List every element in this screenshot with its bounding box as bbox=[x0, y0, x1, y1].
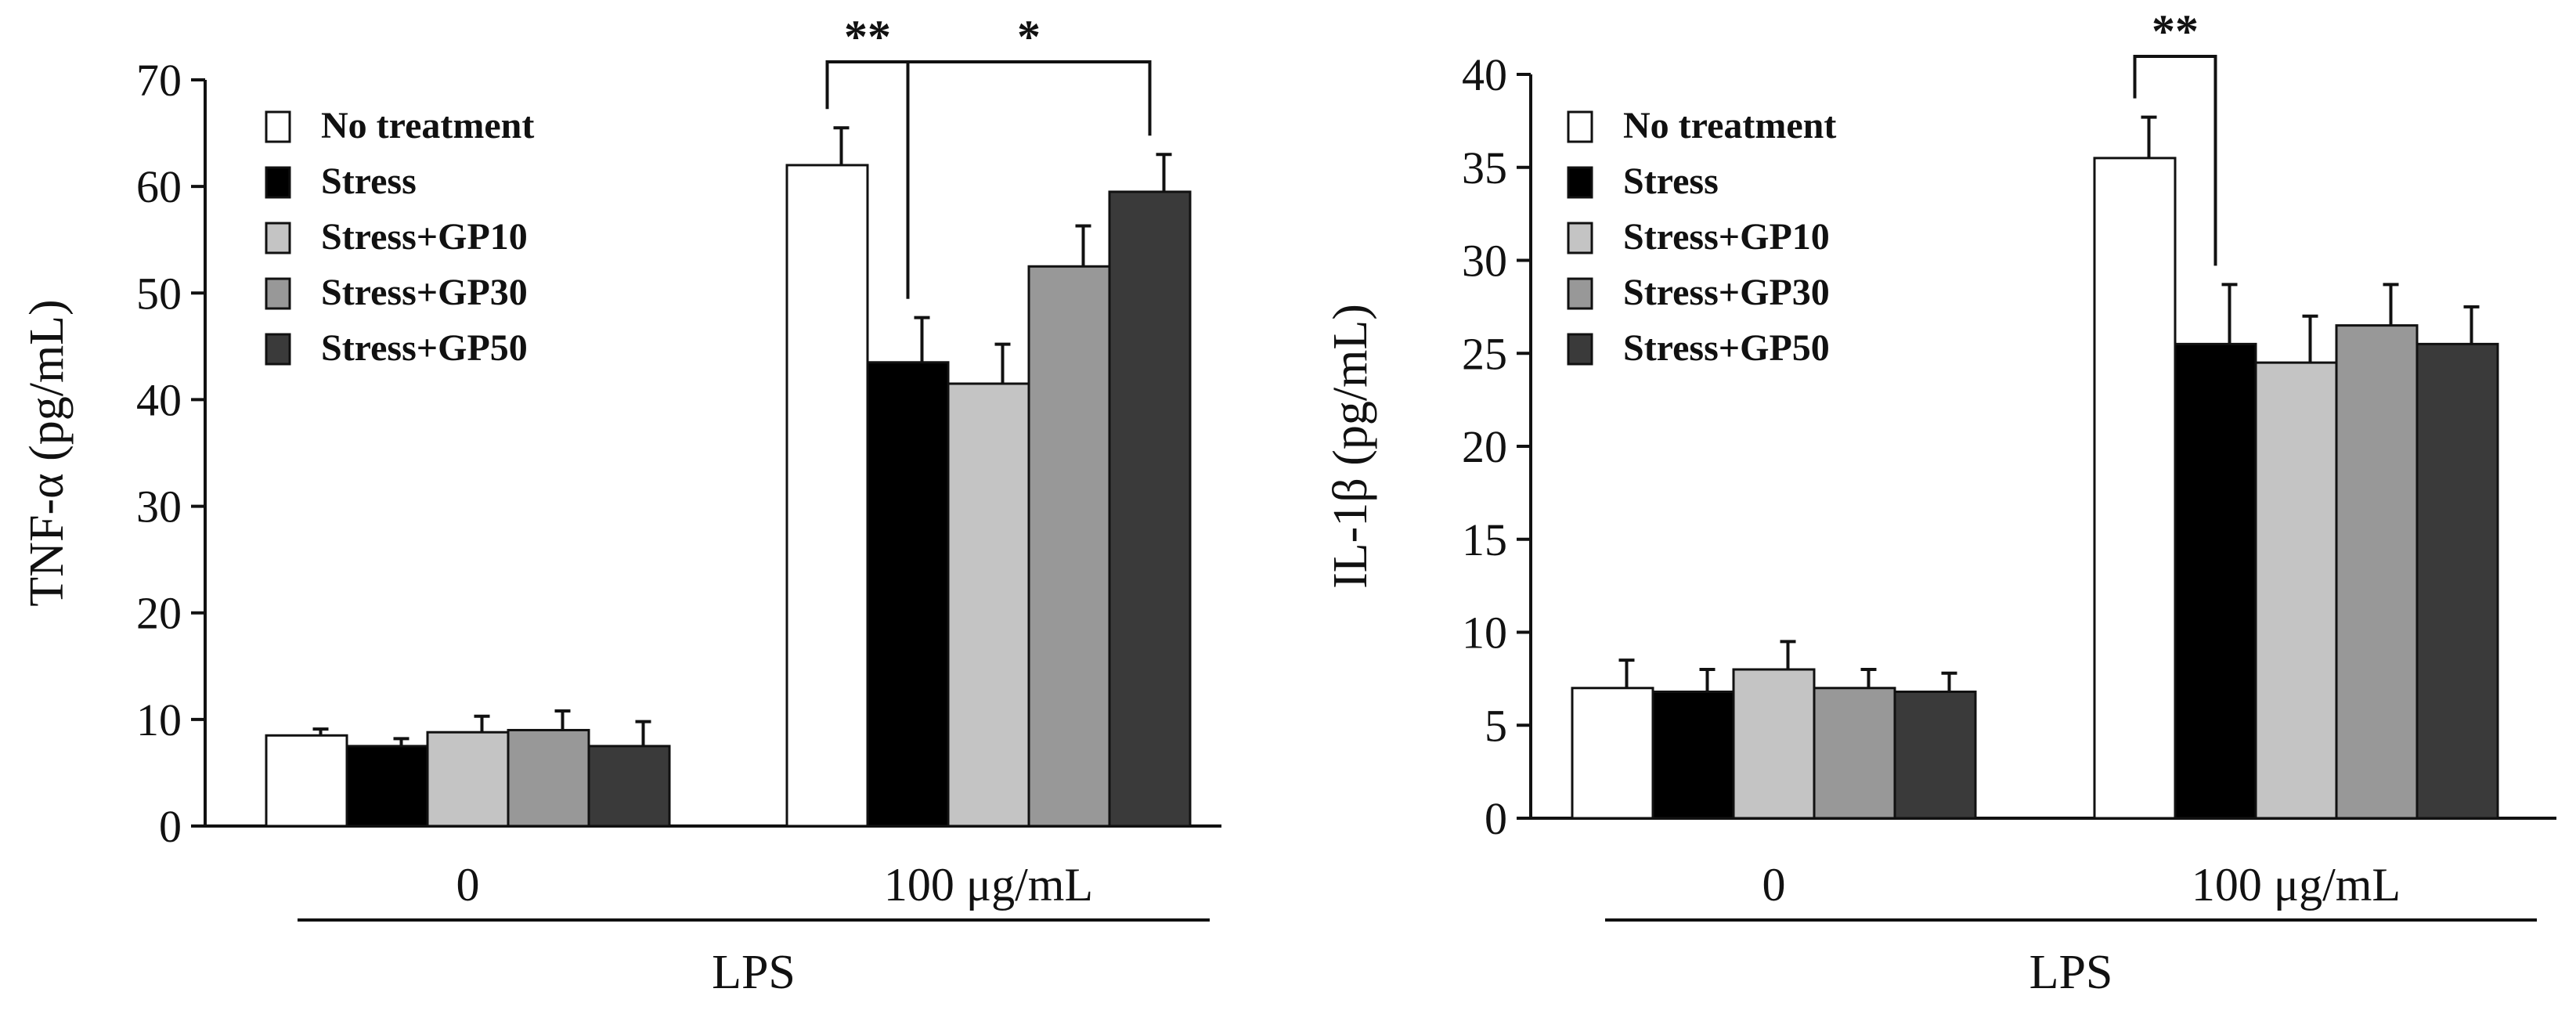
bar bbox=[587, 745, 671, 828]
y-tick-label: 25 bbox=[1462, 328, 1507, 379]
bar bbox=[1813, 687, 1896, 820]
legend-label: Stress+GP30 bbox=[321, 272, 528, 313]
y-tick-label: 10 bbox=[136, 694, 182, 745]
y-tick-label: 60 bbox=[136, 161, 182, 212]
legend-label: Stress+GP50 bbox=[321, 327, 528, 369]
y-tick-label: 50 bbox=[136, 268, 182, 319]
bar bbox=[1651, 691, 1735, 820]
x-category-label: 0 bbox=[1762, 859, 1786, 911]
legend-swatch bbox=[1567, 333, 1593, 366]
legend-label: Stress+GP50 bbox=[1623, 327, 1830, 369]
bar bbox=[1732, 668, 1816, 820]
x-category-label: 100 μg/mL bbox=[884, 859, 1093, 911]
legend-swatch bbox=[265, 110, 291, 143]
bar bbox=[345, 745, 429, 828]
significance-label: ** bbox=[844, 11, 891, 63]
y-tick-label: 15 bbox=[1462, 514, 1507, 565]
legend-label: Stress bbox=[1623, 161, 1719, 202]
y-tick-label: 70 bbox=[136, 55, 182, 106]
bar bbox=[1108, 190, 1192, 828]
x-axis-title: LPS bbox=[712, 946, 796, 999]
legend-label: Stress bbox=[321, 161, 417, 202]
bar bbox=[265, 734, 348, 828]
y-tick-label: 40 bbox=[1462, 49, 1507, 100]
legend-swatch bbox=[265, 166, 291, 199]
y-tick-label: 0 bbox=[1485, 793, 1507, 844]
bar bbox=[2254, 361, 2338, 820]
bar bbox=[2335, 324, 2419, 820]
y-tick-label: 20 bbox=[1462, 421, 1507, 472]
legend-swatch bbox=[265, 277, 291, 310]
y-tick-label: 30 bbox=[136, 482, 182, 532]
x-category-label: 0 bbox=[456, 859, 480, 911]
significance-bracket bbox=[2133, 55, 2217, 266]
y-tick-label: 20 bbox=[136, 588, 182, 639]
x-axis-title: LPS bbox=[2029, 946, 2113, 999]
bar bbox=[1027, 265, 1111, 828]
y-axis-title: IL-1β (pg/mL) bbox=[1324, 304, 1377, 589]
bar bbox=[507, 728, 590, 828]
bar bbox=[2415, 342, 2499, 820]
legend-swatch bbox=[1567, 222, 1593, 254]
bar bbox=[1893, 691, 1977, 820]
y-tick-label: 0 bbox=[159, 801, 182, 852]
bar bbox=[426, 731, 510, 828]
y-axis-title: TNF-α (pg/mL) bbox=[20, 299, 74, 606]
y-tick-label: 40 bbox=[136, 374, 182, 425]
legend-label: No treatment bbox=[321, 105, 534, 146]
bar bbox=[2093, 157, 2177, 820]
legend-label: Stress+GP30 bbox=[1623, 272, 1830, 313]
bar bbox=[1571, 687, 1654, 820]
legend-swatch bbox=[265, 222, 291, 254]
legend-swatch bbox=[1567, 110, 1593, 143]
significance-label: * bbox=[1017, 11, 1041, 63]
legend-label: Stress+GP10 bbox=[1623, 216, 1830, 258]
chart-panel-1: 0 10 20 30 40 50 60 70 TNF-α (pg/mL) 0 100 μg/mL LP… bbox=[20, 11, 1221, 999]
y-tick-label: 10 bbox=[1462, 608, 1507, 658]
legend-swatch bbox=[1567, 277, 1593, 310]
legend-label: No treatment bbox=[1623, 105, 1836, 146]
y-tick-label: 5 bbox=[1485, 700, 1507, 751]
legend-swatch bbox=[265, 333, 291, 366]
y-tick-label: 30 bbox=[1462, 236, 1507, 287]
bar bbox=[866, 361, 950, 828]
chart-panel-2: 0 5 10 15 20 25 30 35 40 IL-1β (pg/mL) 0 100 μg/mL L… bbox=[1324, 5, 2556, 999]
x-category-label: 100 μg/mL bbox=[2192, 859, 2401, 911]
legend-label: Stress+GP10 bbox=[321, 216, 528, 258]
significance-label: ** bbox=[2152, 5, 2199, 57]
legend-swatch bbox=[1567, 166, 1593, 199]
bar bbox=[947, 382, 1030, 828]
bar bbox=[2174, 342, 2257, 820]
bar bbox=[785, 164, 869, 828]
y-tick-label: 35 bbox=[1462, 143, 1507, 193]
significance-bracket bbox=[906, 60, 1152, 299]
